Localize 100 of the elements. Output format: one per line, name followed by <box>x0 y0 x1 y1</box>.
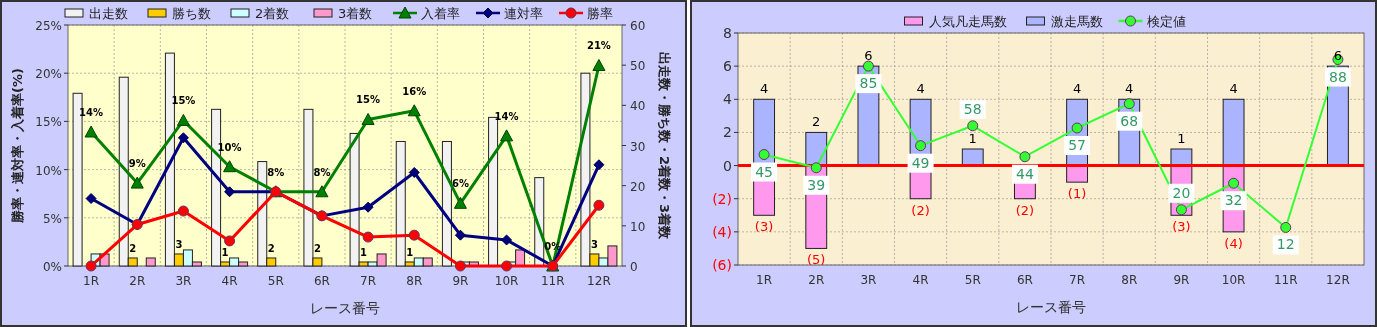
data-label: 49 <box>911 154 930 171</box>
x-tick-label: 2R <box>808 273 825 287</box>
x-tick-label: 3R <box>860 273 877 287</box>
point <box>501 234 513 246</box>
data-label: (3) <box>754 219 774 235</box>
data-label: (3) <box>1172 219 1191 235</box>
data-label: 14% <box>494 110 519 122</box>
data-label: 3 <box>590 238 598 250</box>
data-label: (2) <box>911 202 930 218</box>
data-label: 44 <box>1016 165 1034 182</box>
data-label: (5) <box>807 252 826 268</box>
data-label: (4) <box>1224 235 1243 251</box>
y2-tick-label: 10 <box>630 219 646 234</box>
y-tick-label: (2) <box>712 190 732 207</box>
point <box>408 229 420 241</box>
point <box>224 235 236 247</box>
legend-label: 激走馬数 <box>1050 14 1103 29</box>
legend-label: 勝率 <box>587 6 613 21</box>
point <box>176 113 190 126</box>
data-label: 1 <box>221 246 229 258</box>
data-label: 4 <box>1229 81 1238 97</box>
y-tick-label: 5% <box>42 211 62 226</box>
bar <box>145 257 156 267</box>
legend-label: 勝ち数 <box>172 6 211 21</box>
x-axis-title: レース番号 <box>310 300 380 316</box>
x-tick-label: 4R <box>912 273 929 287</box>
point <box>224 186 236 198</box>
x-tick-label: 11R <box>540 274 565 288</box>
y2-tick-label: 0 <box>630 260 638 274</box>
legend-label: 検定値 <box>1146 14 1186 29</box>
data-label: 2 <box>313 242 321 254</box>
y2-tick-label: 50 <box>630 59 646 74</box>
point <box>223 160 237 173</box>
point <box>177 205 189 217</box>
y2-tick-label: 60 <box>630 19 646 33</box>
data-label: 16% <box>402 85 427 97</box>
data-label: 8% <box>313 166 331 178</box>
data-label: 88 <box>1329 68 1347 85</box>
data-label: 1 <box>406 246 414 258</box>
data-label: 8% <box>267 166 285 178</box>
data-label: 2 <box>129 242 137 254</box>
data-label: 4 <box>916 81 925 97</box>
legend-label: 連対率 <box>504 6 543 21</box>
data-label: 6% <box>451 178 469 190</box>
point <box>593 159 605 171</box>
point <box>500 129 514 142</box>
y-tick-label: 10% <box>35 163 62 178</box>
x-tick-label: 6R <box>313 274 330 288</box>
x-tick-label: 5R <box>964 273 981 287</box>
x-tick-label: 4R <box>221 274 238 288</box>
point <box>862 60 874 72</box>
data-label: 4 <box>1125 81 1134 97</box>
point <box>1071 122 1083 134</box>
data-label: 1 <box>1177 131 1186 146</box>
x-tick-label: 1R <box>756 273 773 287</box>
point <box>1123 98 1135 110</box>
data-label: 20 <box>1172 184 1191 201</box>
y-tick-label: 0% <box>42 260 62 274</box>
data-label: 45 <box>755 163 773 180</box>
y2-axis-title: 出走数・勝ち数・2着数・3着数 <box>657 51 672 241</box>
point <box>1019 151 1031 163</box>
point <box>407 104 421 117</box>
point <box>408 166 420 178</box>
y-tick-label: 2 <box>723 124 732 141</box>
x-tick-label: 5R <box>267 274 284 288</box>
point <box>453 196 467 209</box>
x-tick-label: 12R <box>1326 273 1350 287</box>
data-label: 9% <box>128 158 146 170</box>
x-axis-title: レース番号 <box>1016 299 1086 315</box>
y2-tick-label: 20 <box>630 179 646 194</box>
point <box>593 199 605 211</box>
point <box>1280 221 1292 233</box>
data-label: (1) <box>1067 186 1087 202</box>
y-tick-label: 6 <box>723 58 733 75</box>
legend-label: 3着数 <box>338 6 373 21</box>
point <box>361 112 375 125</box>
y-tick-label: 4 <box>723 91 733 108</box>
legend-label: 人気凡走馬数 <box>928 14 1007 29</box>
y-tick-label: 25% <box>35 19 62 33</box>
x-tick-label: 8R <box>406 274 423 288</box>
x-tick-label: 9R <box>1173 273 1190 287</box>
point <box>592 58 606 71</box>
y2-tick-label: 40 <box>630 99 646 114</box>
x-tick-label: 8R <box>1121 273 1138 287</box>
y-tick-label: (4) <box>712 223 732 240</box>
x-tick-label: 2R <box>129 274 146 288</box>
data-label: 57 <box>1068 137 1086 154</box>
data-label: 6 <box>864 48 873 64</box>
y-tick-label: 20% <box>35 67 62 82</box>
point <box>1175 204 1187 216</box>
bar <box>1222 98 1245 167</box>
x-tick-label: 1R <box>83 274 100 288</box>
point <box>177 132 189 144</box>
data-label: 15% <box>356 94 381 106</box>
x-tick-label: 7R <box>1069 273 1086 287</box>
point <box>810 162 822 174</box>
point <box>1228 177 1240 189</box>
data-label: 32 <box>1224 192 1243 209</box>
point <box>362 231 374 243</box>
data-label: 12 <box>1276 236 1295 253</box>
